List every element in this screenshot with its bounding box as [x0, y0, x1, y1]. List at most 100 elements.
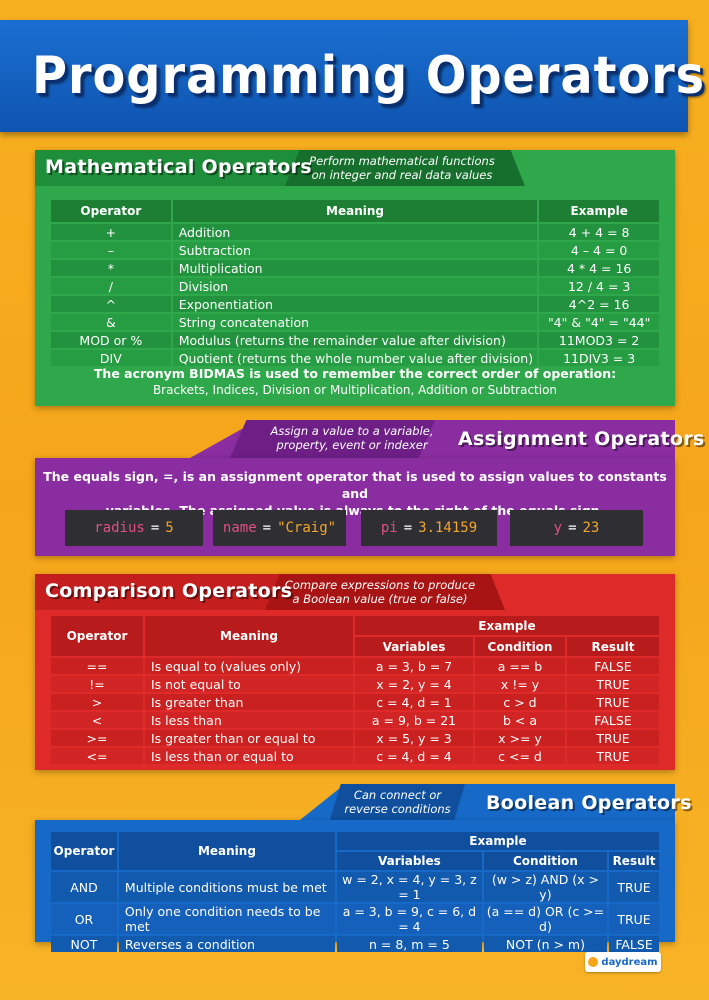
math-section: Mathematical Operators Perform mathemati…: [35, 150, 675, 406]
math-cell: 4 + 4 = 8: [539, 224, 659, 240]
code-val: 3.14159: [418, 520, 478, 536]
bool-header-meaning: Meaning: [118, 832, 335, 870]
bool-desc-line1: Can connect or: [353, 788, 442, 802]
code-box-radius: radius = 5: [65, 510, 203, 546]
math-desc: Perform mathematical functions on intege…: [297, 154, 507, 182]
comp-header-condition: Condition: [475, 637, 565, 656]
comp-cell: >=: [51, 730, 143, 746]
math-tab: Mathematical Operators: [45, 156, 312, 178]
math-header-meaning: Meaning: [172, 200, 538, 222]
comp-row: < Is less than a = 9, b = 21 b < a FALSE: [51, 712, 659, 728]
comp-cell: Is less than or equal to: [145, 748, 353, 764]
daydream-logo: daydream: [585, 952, 661, 972]
assign-tab: Assignment Operators: [458, 428, 705, 450]
bool-cell: Reverses a condition: [118, 936, 335, 952]
math-cell: Multiplication: [172, 260, 538, 276]
comp-cell: a = 9, b = 21: [355, 712, 473, 728]
math-cell: *: [51, 260, 171, 276]
math-row: / Division 12 / 4 = 3: [51, 278, 659, 294]
comp-cell: b < a: [475, 712, 565, 728]
comp-cell: FALSE: [567, 712, 659, 728]
code-val: "Craig": [277, 520, 337, 536]
math-cell: 4 * 4 = 16: [539, 260, 659, 276]
code-op: =: [262, 520, 272, 536]
math-cell: –: [51, 242, 171, 258]
math-tab-desc-bg: [285, 150, 525, 186]
math-row: + Addition 4 + 4 = 8: [51, 224, 659, 240]
comp-cell: Is greater than or equal to: [145, 730, 353, 746]
bidmas-post: is used to remember the correct order of…: [244, 366, 617, 381]
bool-table: Operator Meaning Example Variables Condi…: [49, 830, 661, 954]
math-row: * Multiplication 4 * 4 = 16: [51, 260, 659, 276]
bool-desc: Can connect or reverse conditions: [335, 788, 460, 816]
bool-tab: Boolean Operators: [486, 792, 692, 814]
bool-cell: OR: [51, 904, 117, 934]
bool-header-operator: Operator: [51, 832, 117, 870]
math-heading: Mathematical Operators: [45, 156, 312, 178]
assign-desc-line1: Assign a value to a variable,: [270, 424, 434, 438]
bool-cell: (a == d) OR (c >= d): [483, 904, 608, 934]
math-cell: /: [51, 278, 171, 294]
comp-cell: c > d: [475, 694, 565, 710]
bool-cell: TRUE: [609, 904, 659, 934]
comp-section: Comparison Operators Compare expressions…: [35, 574, 675, 770]
bool-header-example: Example: [336, 832, 659, 850]
math-cell: 4^2 = 16: [539, 296, 659, 312]
math-cell: &: [51, 314, 171, 330]
comp-heading: Comparison Operators: [45, 580, 293, 602]
code-op: =: [403, 520, 413, 536]
bidmas-line2: Brackets, Indices, Division or Multiplic…: [152, 383, 558, 397]
math-cell: Modulus (returns the remainder value aft…: [172, 332, 538, 348]
logo-icon: [588, 957, 599, 967]
bidmas-bold: BIDMAS: [189, 366, 245, 381]
page-title: Programming Operators: [32, 46, 706, 106]
comp-cell: TRUE: [567, 676, 659, 692]
math-cell: 4 – 4 = 0: [539, 242, 659, 258]
code-box-name: name = "Craig": [213, 510, 346, 546]
math-cell: "4" & "4" = "44": [539, 314, 659, 330]
bool-row: OR Only one condition needs to be met a = …: [51, 904, 659, 934]
comp-desc-line2: a Boolean value (true or false): [292, 592, 468, 606]
bool-cell: FALSE: [609, 936, 659, 952]
comp-cell: <: [51, 712, 143, 728]
logo-text: daydream: [601, 956, 658, 968]
comp-row: >= Is greater than or equal to x = 5, y = …: [51, 730, 659, 746]
assign-heading: Assignment Operators: [458, 428, 705, 450]
comp-cell: Is less than: [145, 712, 353, 728]
math-row: DIV Quotient (returns the whole number va…: [51, 350, 659, 366]
math-cell: Exponentiation: [172, 296, 538, 312]
comp-cell: a == b: [475, 658, 565, 674]
bool-cell: Only one condition needs to be met: [118, 904, 335, 934]
comp-header-variables: Variables: [355, 637, 473, 656]
comp-cell: x != y: [475, 676, 565, 692]
math-table: Operator Meaning Example + Addition 4 + 4 …: [49, 198, 661, 368]
math-cell: 11MOD3 = 2: [539, 332, 659, 348]
code-box-pi: pi = 3.14159: [361, 510, 497, 546]
math-cell: Subtraction: [172, 242, 538, 258]
code-op: =: [150, 520, 160, 536]
comp-cell: >: [51, 694, 143, 710]
comp-cell: Is equal to (values only): [145, 658, 353, 674]
bool-cell: n = 8, m = 5: [336, 936, 482, 952]
math-row: MOD or % Modulus (returns the remainder v…: [51, 332, 659, 348]
bool-desc-line2: reverse conditions: [344, 802, 451, 816]
math-header-operator: Operator: [51, 200, 171, 222]
assign-tab-desc-bg: [230, 420, 435, 458]
math-cell: Division: [172, 278, 538, 294]
bool-row: AND Multiple conditions must be met w = 2,…: [51, 872, 659, 902]
comp-cell: TRUE: [567, 694, 659, 710]
bool-cell: (w > z) AND (x > y): [483, 872, 608, 902]
comp-cell: c = 4, d = 1: [355, 694, 473, 710]
bidmas-pre: The acronym: [93, 366, 190, 381]
code-var: y: [553, 520, 563, 536]
comp-cell: FALSE: [567, 658, 659, 674]
assign-text-line1: The equals sign, =, is an assignment ope…: [43, 469, 667, 501]
bool-cell: TRUE: [609, 872, 659, 902]
comp-cell: TRUE: [567, 730, 659, 746]
math-cell: 11DIV3 = 3: [539, 350, 659, 366]
math-desc-line2: on integer and real data values: [311, 168, 493, 182]
